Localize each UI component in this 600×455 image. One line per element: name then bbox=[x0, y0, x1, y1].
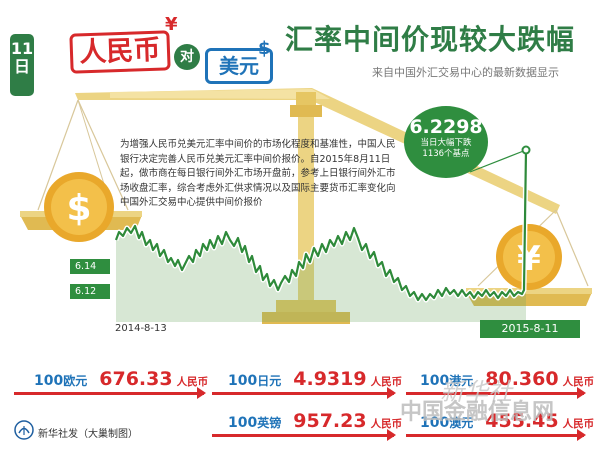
yen-symbol: ¥ bbox=[165, 14, 178, 35]
rate-amount: 100 bbox=[420, 415, 450, 431]
watermark-script: 新华社 bbox=[440, 378, 512, 406]
yuan-coin-icon: ¥ bbox=[496, 224, 562, 290]
date-badge: 11 日 bbox=[10, 34, 34, 96]
highlight-bubble: 6.2298 当日大幅下跌 1136个基点 bbox=[404, 106, 488, 178]
rate-unit: 日元 bbox=[257, 374, 282, 388]
chart-line-series bbox=[114, 149, 528, 302]
xinhua-logo-icon bbox=[14, 420, 34, 440]
rate-underline bbox=[406, 429, 586, 441]
rate-amount: 100 bbox=[420, 373, 450, 389]
rate-rmb-unit: 人民币 bbox=[562, 418, 595, 430]
rate-amount: 100 bbox=[228, 373, 258, 389]
rate-rmb-unit: 人民币 bbox=[176, 376, 209, 388]
date-suffix: 日 bbox=[13, 57, 30, 76]
page-subtitle: 来自中国外汇交易中心的最新数据显示 bbox=[372, 66, 559, 79]
x-tick-label-start: 2014-8-13 bbox=[115, 323, 167, 334]
rate-underline bbox=[406, 387, 586, 399]
dollar-symbol: $ bbox=[258, 38, 271, 59]
rate-row-aud: 100澳元 455.45 人民币 bbox=[420, 410, 594, 436]
rate-row-eur: 100欧元 676.33 人民币 bbox=[34, 368, 208, 394]
footer-credit: 新华社发（大巢制图） bbox=[38, 429, 138, 440]
rate-unit: 港元 bbox=[449, 374, 474, 388]
rate-unit: 澳元 bbox=[449, 416, 474, 430]
rate-row-hkd: 100港元 80.360 人民币 bbox=[420, 368, 594, 394]
date-digits: 11 bbox=[10, 39, 34, 58]
dollar-coin-icon: $ bbox=[44, 172, 114, 242]
rate-row-jpy: 100日元 4.9319 人民币 bbox=[228, 368, 402, 394]
highlight-note-line1: 当日大幅下跌 bbox=[420, 138, 472, 148]
page-title: 汇率中间价现较大跌幅 bbox=[285, 23, 576, 56]
currency-b-label: 美元 bbox=[205, 48, 273, 84]
rate-value: 957.23 bbox=[293, 410, 367, 432]
rate-value: 80.360 bbox=[485, 368, 559, 390]
y-tick-label-lower: 6.12 bbox=[70, 284, 110, 299]
rate-rmb-unit: 人民币 bbox=[370, 418, 403, 430]
rate-rmb-unit: 人民币 bbox=[370, 376, 403, 388]
rate-value: 676.33 bbox=[99, 368, 173, 390]
rate-underline bbox=[14, 387, 206, 399]
svg-text:¥: ¥ bbox=[517, 239, 541, 279]
rate-unit: 英镑 bbox=[257, 416, 282, 430]
rate-value: 4.9319 bbox=[293, 368, 367, 390]
highlight-note-line2: 1136个基点 bbox=[422, 149, 470, 159]
watermark-site: 中国金融信息网 bbox=[400, 400, 555, 425]
rate-rmb-unit: 人民币 bbox=[562, 376, 595, 388]
rate-underline bbox=[212, 429, 396, 441]
chart-area-fill bbox=[116, 150, 526, 322]
rate-value: 455.45 bbox=[485, 410, 559, 432]
rate-amount: 100 bbox=[34, 373, 64, 389]
versus-badge: 对 bbox=[174, 44, 200, 70]
rate-row-gbp: 100英镑 957.23 人民币 bbox=[228, 410, 402, 436]
rate-amount: 100 bbox=[228, 415, 258, 431]
highlight-point bbox=[521, 145, 531, 155]
y-tick-label-upper: 6.14 bbox=[70, 259, 110, 274]
x-tick-label-end: 2015-8-11 bbox=[480, 320, 580, 338]
highlight-value: 6.2298 bbox=[409, 116, 483, 138]
rate-underline bbox=[212, 387, 396, 399]
rate-unit: 欧元 bbox=[63, 374, 88, 388]
highlight-pointer-line bbox=[469, 149, 527, 173]
description-text: 为增强人民币兑美元汇率中间价的市场化程度和基准性，中国人民银行决定完善人民币兑美… bbox=[120, 139, 396, 208]
svg-text:$: $ bbox=[66, 188, 91, 229]
